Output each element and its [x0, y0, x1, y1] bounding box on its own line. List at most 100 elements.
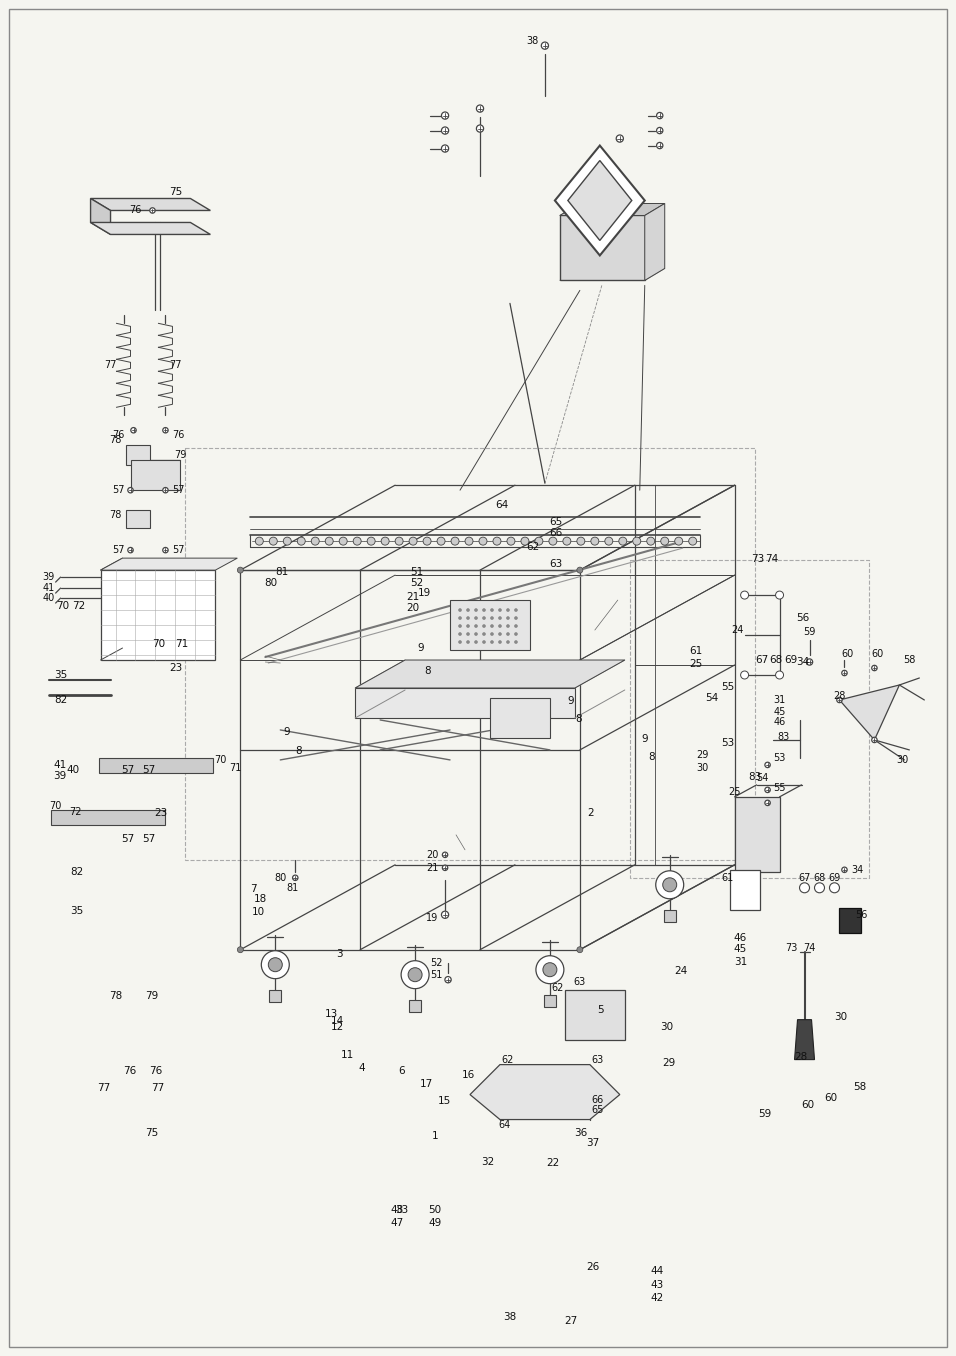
Text: 69: 69 [828, 873, 840, 883]
Circle shape [442, 911, 448, 918]
Circle shape [498, 617, 502, 620]
Text: 81: 81 [286, 883, 298, 892]
Text: 37: 37 [586, 1138, 599, 1147]
Text: 76: 76 [123, 1066, 136, 1075]
Text: 32: 32 [481, 1157, 494, 1166]
Circle shape [507, 617, 510, 620]
Polygon shape [409, 999, 421, 1012]
Circle shape [576, 946, 583, 953]
Circle shape [490, 609, 493, 612]
Circle shape [467, 617, 469, 620]
Polygon shape [568, 160, 632, 240]
Text: 35: 35 [54, 670, 67, 679]
Text: 61: 61 [722, 873, 734, 883]
Circle shape [443, 852, 447, 857]
Text: 58: 58 [853, 1082, 866, 1092]
Text: 60: 60 [841, 650, 854, 659]
Circle shape [775, 591, 784, 599]
Text: 50: 50 [428, 1205, 442, 1215]
Polygon shape [51, 810, 165, 824]
Text: 55: 55 [773, 782, 786, 793]
Text: 8: 8 [424, 666, 431, 677]
Circle shape [451, 537, 459, 545]
Text: 14: 14 [331, 1016, 344, 1025]
Circle shape [661, 537, 669, 545]
Circle shape [402, 960, 429, 989]
Circle shape [150, 207, 155, 213]
Text: 73: 73 [786, 942, 797, 953]
Circle shape [467, 632, 469, 636]
Circle shape [498, 640, 502, 644]
Polygon shape [734, 797, 779, 872]
Text: 60: 60 [871, 650, 883, 659]
Circle shape [605, 537, 613, 545]
Text: 77: 77 [98, 1083, 110, 1093]
Polygon shape [565, 990, 625, 1040]
Text: 69: 69 [785, 655, 797, 666]
Text: 78: 78 [109, 991, 121, 1001]
Circle shape [765, 762, 771, 767]
Text: 75: 75 [169, 187, 182, 198]
Text: 60: 60 [801, 1100, 814, 1109]
Text: 20: 20 [406, 602, 420, 613]
Text: 79: 79 [145, 991, 158, 1001]
Circle shape [535, 537, 543, 545]
Text: 75: 75 [145, 1128, 158, 1138]
Text: 20: 20 [425, 850, 438, 860]
Circle shape [269, 957, 282, 972]
Text: 29: 29 [663, 1058, 676, 1067]
Circle shape [591, 537, 598, 545]
Text: 62: 62 [552, 983, 564, 993]
Text: 77: 77 [152, 1083, 164, 1093]
Text: 35: 35 [71, 906, 84, 917]
Text: 67: 67 [798, 873, 811, 883]
Polygon shape [839, 907, 861, 933]
Text: 46: 46 [773, 717, 786, 727]
Circle shape [459, 617, 462, 620]
Circle shape [163, 427, 168, 433]
Text: 63: 63 [550, 559, 563, 570]
Text: 64: 64 [499, 1120, 511, 1130]
Text: 57: 57 [172, 485, 185, 495]
Circle shape [474, 609, 477, 612]
Text: 9: 9 [567, 696, 574, 706]
Circle shape [128, 548, 133, 553]
Circle shape [459, 640, 462, 644]
Text: 57: 57 [121, 834, 134, 845]
Text: 29: 29 [697, 750, 708, 759]
Circle shape [663, 877, 677, 892]
Text: 81: 81 [275, 567, 289, 578]
Text: 43: 43 [651, 1280, 664, 1290]
Text: 83: 83 [777, 732, 790, 742]
Circle shape [293, 875, 298, 880]
Text: 76: 76 [149, 1066, 162, 1075]
Text: 59: 59 [803, 626, 815, 637]
Text: 72: 72 [70, 807, 82, 816]
Circle shape [688, 537, 697, 545]
Polygon shape [544, 995, 555, 1006]
Text: 71: 71 [229, 763, 242, 773]
Text: 53: 53 [722, 738, 735, 749]
Text: 18: 18 [253, 894, 267, 904]
Text: 40: 40 [67, 765, 79, 776]
Text: 1: 1 [432, 1131, 439, 1140]
Circle shape [507, 537, 515, 545]
Circle shape [465, 537, 473, 545]
Text: 74: 74 [803, 942, 815, 953]
Polygon shape [91, 198, 210, 210]
Text: 23: 23 [155, 808, 167, 819]
Circle shape [408, 968, 423, 982]
Polygon shape [356, 687, 575, 717]
Circle shape [507, 640, 510, 644]
Circle shape [312, 537, 319, 545]
Circle shape [619, 537, 627, 545]
Text: 70: 70 [214, 755, 227, 765]
Text: 80: 80 [264, 578, 277, 589]
Circle shape [765, 788, 771, 793]
Circle shape [806, 659, 813, 666]
Text: 83: 83 [749, 772, 762, 782]
Circle shape [563, 537, 571, 545]
Circle shape [617, 136, 623, 142]
Polygon shape [839, 685, 900, 740]
Text: 11: 11 [340, 1050, 354, 1059]
